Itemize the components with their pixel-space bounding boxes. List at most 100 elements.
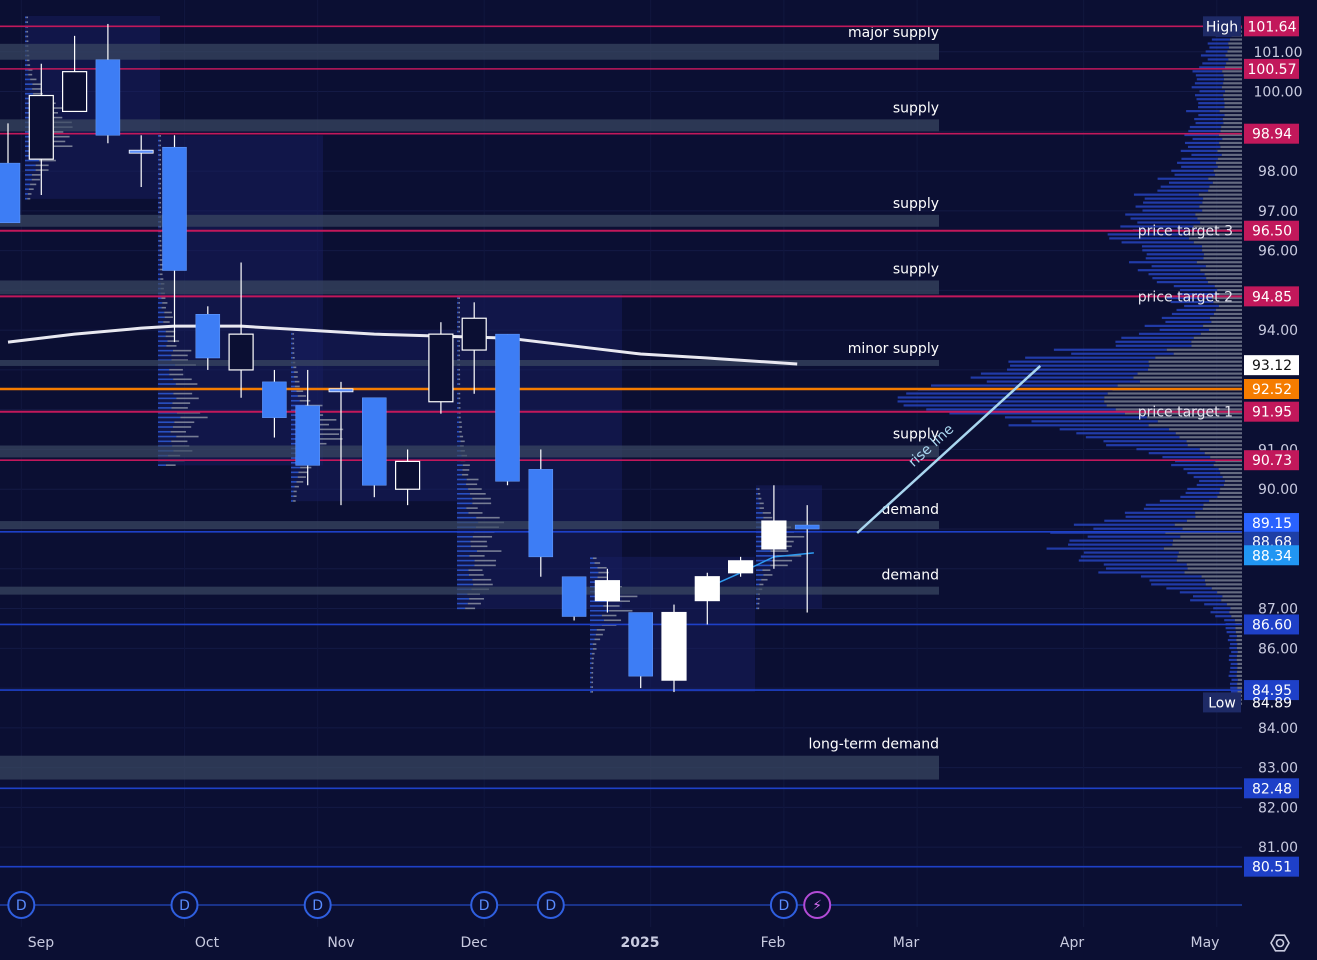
session-bar — [756, 598, 758, 600]
session-bar — [291, 495, 294, 497]
candle-body — [495, 333, 520, 482]
profile-bar — [1191, 344, 1242, 347]
session-bar — [291, 466, 301, 469]
session-bar — [291, 481, 297, 483]
session-bar — [591, 686, 594, 688]
session-bar — [468, 569, 483, 571]
event-marker — [7, 891, 36, 919]
profile-bar — [1181, 157, 1218, 160]
profile-bar — [1168, 181, 1213, 184]
profile-bar — [1226, 603, 1242, 606]
price-tag — [1244, 16, 1299, 37]
profile-bar — [1200, 221, 1242, 224]
session-bar — [160, 268, 163, 271]
session-bar — [594, 562, 601, 564]
settings-gear-icon[interactable] — [1270, 934, 1290, 952]
event-markers[interactable]: D D D D D D ⚡ — [0, 891, 1242, 919]
session-bar — [159, 168, 162, 171]
session-bar — [457, 302, 459, 304]
candle-body — [727, 560, 754, 574]
session-bar — [159, 259, 163, 261]
time-axis[interactable]: Sep Oct Nov Dec 2025 Feb Mar Apr May — [28, 935, 1220, 951]
session-bar — [158, 354, 172, 357]
session-bar — [458, 373, 461, 376]
price-side-tag — [1203, 692, 1241, 713]
profile-bar — [1192, 70, 1223, 73]
candle-body — [328, 388, 354, 393]
session-bar — [158, 306, 162, 309]
profile-bar — [1125, 213, 1196, 216]
event-marker — [803, 891, 832, 919]
session-bar — [158, 297, 162, 299]
session-bar — [462, 473, 469, 476]
profile-bar — [1211, 320, 1242, 324]
profile-bar — [1198, 102, 1225, 105]
profile-bar — [1214, 285, 1242, 288]
session-bar — [590, 657, 592, 660]
price-axis[interactable]: 101.00100.0098.0097.0096.0094.0091.0090.… — [1203, 16, 1303, 877]
candle-body — [228, 333, 254, 371]
session-bar — [158, 158, 160, 161]
session-bar — [159, 201, 162, 204]
profile-bar — [1025, 356, 1156, 359]
profile-bar — [1115, 344, 1192, 347]
session-bar — [26, 21, 29, 23]
session-bar — [457, 430, 460, 433]
session-bar — [293, 490, 297, 493]
session-bar — [158, 464, 166, 466]
profile-bar — [1228, 658, 1237, 662]
session-bar — [291, 500, 294, 502]
profile-bar — [1200, 269, 1242, 272]
profile-bar — [1107, 392, 1242, 395]
profile-bar — [1143, 507, 1203, 510]
profile-bar — [1195, 213, 1242, 216]
price-tag — [1244, 379, 1299, 400]
price-tag — [1244, 286, 1299, 307]
profile-bar — [1199, 66, 1225, 69]
session-bar — [470, 540, 487, 543]
session-bar — [466, 478, 479, 481]
profile-bar — [1194, 94, 1224, 97]
session-bar — [25, 197, 28, 200]
profile-bar — [1195, 515, 1242, 518]
session-bar — [25, 35, 27, 38]
session-bar — [770, 550, 789, 552]
session-bar — [25, 188, 29, 190]
profile-bar — [1204, 273, 1242, 276]
session-bar — [457, 607, 466, 610]
session-bar — [458, 306, 461, 309]
candle-body — [128, 149, 154, 154]
profile-bar — [1195, 121, 1224, 125]
price-tag — [1244, 513, 1299, 534]
session-bar — [462, 469, 470, 471]
session-bar — [27, 64, 31, 66]
session-bar — [26, 40, 29, 43]
session-bar — [457, 555, 470, 557]
session-bar — [171, 354, 188, 357]
session-bar — [457, 564, 475, 567]
session-bar — [476, 516, 500, 519]
session-bar — [159, 144, 162, 147]
session-bar — [30, 78, 37, 81]
session-bar — [757, 493, 761, 495]
session-bar — [297, 395, 306, 397]
candle-body — [528, 469, 554, 558]
profile-bar — [1195, 511, 1242, 514]
zone-band — [0, 359, 939, 366]
session-bar — [457, 354, 459, 357]
session-bar — [291, 395, 298, 397]
session-bar — [162, 302, 168, 304]
profile-bar — [1059, 428, 1170, 431]
session-bar — [457, 392, 459, 395]
session-bar — [31, 178, 40, 181]
session-bar — [457, 330, 459, 333]
profile-bar — [1173, 352, 1242, 355]
session-bar — [165, 335, 175, 338]
profile-bar — [1223, 121, 1242, 125]
session-bar — [25, 159, 39, 162]
profile-bar — [1236, 634, 1242, 638]
session-bar — [459, 435, 464, 438]
session-bar — [165, 330, 176, 333]
session-bar — [591, 691, 594, 693]
